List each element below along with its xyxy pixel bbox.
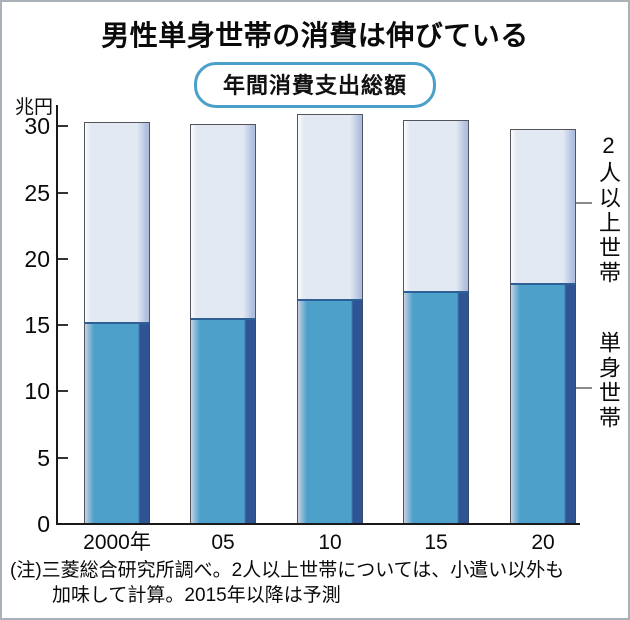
y-axis-line <box>56 105 58 525</box>
annotation-pointer-single-household <box>576 387 592 389</box>
chart-title: 男性単身世帯の消費は伸びている <box>101 20 529 51</box>
y-tick-mark <box>58 125 68 128</box>
y-tick-label: 15 <box>24 312 50 339</box>
y-tick-label: 25 <box>24 179 50 206</box>
y-tick-label: 20 <box>24 245 50 272</box>
series-label-multi-household: 2人以上世帯 <box>596 133 621 286</box>
y-tick-mark <box>58 456 68 459</box>
bar-segment-multi-household <box>297 114 363 299</box>
bar-segment-single-household <box>297 299 363 523</box>
bar-segment-single-household <box>190 318 256 523</box>
y-tick-mark <box>58 324 68 327</box>
x-category-label: 15 <box>424 531 448 554</box>
x-axis-line <box>56 523 580 525</box>
source-note: (注)三菱総合研究所調べ。2人以上世帯については、小遣い以外も 加味して計算。2… <box>10 558 564 608</box>
bar-segment-multi-household <box>190 124 256 318</box>
y-tick-label: 10 <box>24 378 50 405</box>
series-label-single-household: 単身世帯 <box>596 331 621 431</box>
source-note-line2: 加味して計算。2015年以降は予測 <box>52 585 341 606</box>
x-category-label: 05 <box>211 531 235 554</box>
y-tick-label: 30 <box>24 113 50 140</box>
source-note-line1: (注)三菱総合研究所調べ。2人以上世帯については、小遣い以外も <box>10 560 565 581</box>
y-tick-mark <box>58 257 68 260</box>
bar-segment-single-household <box>510 283 576 523</box>
chart-subtitle-badge: 年間消費支出総額 <box>193 62 437 108</box>
bar-segment-single-household <box>403 291 469 523</box>
y-tick-mark <box>58 191 68 194</box>
bar-segment-multi-household <box>84 122 150 322</box>
x-category-label: 20 <box>531 531 555 554</box>
y-tick-label: 0 <box>37 511 50 537</box>
bar-segment-single-household <box>84 322 150 523</box>
x-category-label: 2000年 <box>83 531 151 554</box>
annotation-pointer-multi-household <box>576 202 592 204</box>
y-tick-label: 5 <box>37 444 50 471</box>
y-tick-mark <box>58 390 68 393</box>
x-category-label: 10 <box>318 531 342 554</box>
bar-segment-multi-household <box>403 120 469 291</box>
y-axis-unit-label: 兆円 <box>15 97 54 118</box>
bar-segment-multi-household <box>510 129 576 283</box>
